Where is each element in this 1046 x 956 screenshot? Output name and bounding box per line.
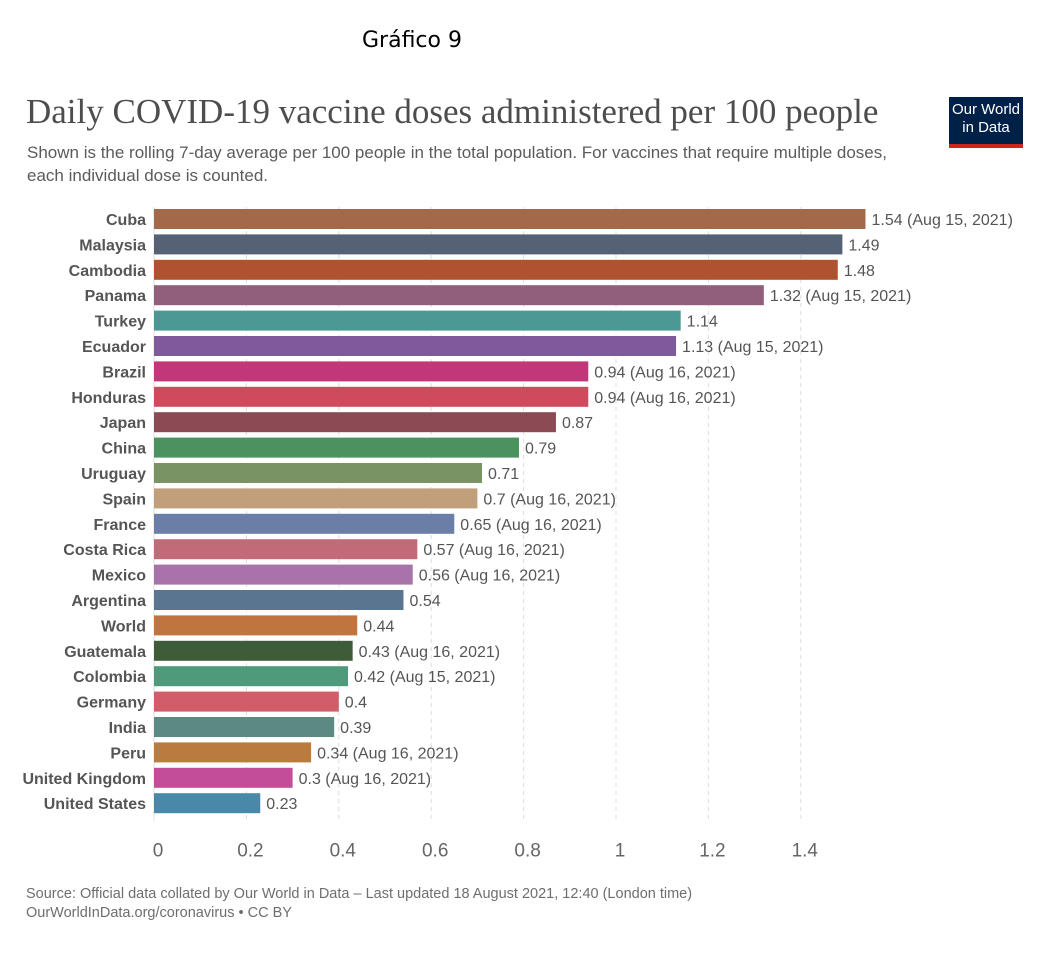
bar xyxy=(154,793,261,814)
category-label: Mexico xyxy=(92,568,146,585)
value-label: 1.48 xyxy=(844,263,875,280)
value-label: 0.56 (Aug 16, 2021) xyxy=(419,568,560,585)
x-tick-label: 1.2 xyxy=(699,841,725,862)
value-label: 1.14 xyxy=(687,314,718,331)
value-label: 1.32 (Aug 15, 2021) xyxy=(770,288,911,305)
value-label: 0.54 xyxy=(409,593,440,610)
x-tick-label: 0.4 xyxy=(330,841,357,862)
category-label: India xyxy=(109,720,146,737)
bar xyxy=(154,513,455,534)
bar xyxy=(154,259,838,280)
value-label: 0.71 xyxy=(488,466,519,483)
bar xyxy=(154,640,353,661)
category-label: Spain xyxy=(102,491,146,508)
value-label: 0.57 (Aug 16, 2021) xyxy=(423,542,564,559)
value-label: 1.13 (Aug 15, 2021) xyxy=(682,339,823,356)
value-label: 0.94 (Aug 16, 2021) xyxy=(594,364,735,381)
bar xyxy=(154,564,413,585)
category-label: Colombia xyxy=(73,669,146,686)
value-label: 0.23 xyxy=(266,796,297,813)
value-label: 0.87 xyxy=(562,415,593,432)
value-label: 1.54 (Aug 15, 2021) xyxy=(871,212,1012,229)
x-tick-label: 0 xyxy=(153,841,164,862)
bar xyxy=(154,590,404,610)
bar xyxy=(154,386,589,407)
value-label: 0.43 (Aug 16, 2021) xyxy=(359,644,500,661)
value-label: 0.79 xyxy=(525,441,556,458)
bar xyxy=(154,437,519,458)
bar xyxy=(154,691,339,712)
bar xyxy=(154,539,418,560)
bar xyxy=(154,412,556,433)
category-label: Turkey xyxy=(95,314,146,331)
source-url[interactable]: OurWorldInData.org/coronavirus • CC BY xyxy=(26,905,292,921)
category-label: Argentina xyxy=(71,593,146,610)
category-label: United States xyxy=(44,796,146,813)
category-label: Japan xyxy=(100,415,146,432)
bar xyxy=(154,488,478,509)
bar xyxy=(154,767,293,788)
value-label: 0.39 xyxy=(340,720,371,737)
logo-line-1: Our World xyxy=(951,101,1021,118)
bar-chart: 0 0.2 0.4 0.6 0.8 1 1.2 1.4 Cuba 1.54 (Aug 15, 20… xyxy=(22,207,1013,862)
bar xyxy=(154,361,589,382)
logo-line-2: in Data xyxy=(962,119,1010,136)
category-label: World xyxy=(101,618,146,635)
category-label: United Kingdom xyxy=(22,771,146,788)
value-label: 0.44 xyxy=(363,618,394,635)
category-label: Malaysia xyxy=(79,237,146,254)
category-label: Cuba xyxy=(106,212,146,229)
bar xyxy=(154,742,312,763)
x-tick-label: 0.2 xyxy=(237,841,263,862)
value-label: 0.94 (Aug 16, 2021) xyxy=(594,390,735,407)
value-label: 0.3 (Aug 16, 2021) xyxy=(299,771,432,788)
bar xyxy=(154,615,358,636)
source-note: Source: Official data collated by Our Wo… xyxy=(26,886,693,902)
category-label: France xyxy=(94,517,147,534)
category-label: Costa Rica xyxy=(63,542,146,559)
value-label: 0.65 (Aug 16, 2021) xyxy=(460,517,601,534)
bar xyxy=(154,666,349,687)
value-label: 1.49 xyxy=(848,237,879,254)
owid-logo[interactable]: Our World in Data xyxy=(949,97,1023,148)
x-tick-label: 1.4 xyxy=(792,841,819,862)
category-label: China xyxy=(102,441,147,458)
bar xyxy=(154,717,335,737)
category-label: Uruguay xyxy=(81,466,146,483)
bar xyxy=(154,336,677,356)
value-label: 0.42 (Aug 15, 2021) xyxy=(354,669,495,686)
value-label: 0.4 xyxy=(345,695,367,712)
bar xyxy=(154,285,764,306)
category-label: Ecuador xyxy=(82,339,146,356)
category-label: Cambodia xyxy=(69,263,146,280)
figure-caption: Gráfico 9 xyxy=(362,28,462,53)
bar xyxy=(154,463,483,483)
value-label: 0.34 (Aug 16, 2021) xyxy=(317,745,458,762)
footer: Source: Official data collated by Our Wo… xyxy=(26,885,692,923)
x-tick-label: 1 xyxy=(615,841,626,862)
bar xyxy=(154,310,681,331)
x-tick-label: 0.6 xyxy=(422,841,448,862)
category-label: Guatemala xyxy=(64,644,146,661)
category-label: Peru xyxy=(110,745,146,762)
category-label: Panama xyxy=(85,288,146,305)
category-label: Brazil xyxy=(102,364,146,381)
bar xyxy=(154,209,866,229)
bar xyxy=(154,234,843,255)
category-label: Honduras xyxy=(71,390,146,407)
value-label: 0.7 (Aug 16, 2021) xyxy=(483,491,616,508)
x-tick-label: 0.8 xyxy=(514,841,540,862)
chart-title: Daily COVID-19 vaccine doses administere… xyxy=(26,92,879,131)
category-label: Germany xyxy=(77,695,146,712)
chart-subtitle: Shown is the rolling 7-day average per 1… xyxy=(27,143,887,185)
